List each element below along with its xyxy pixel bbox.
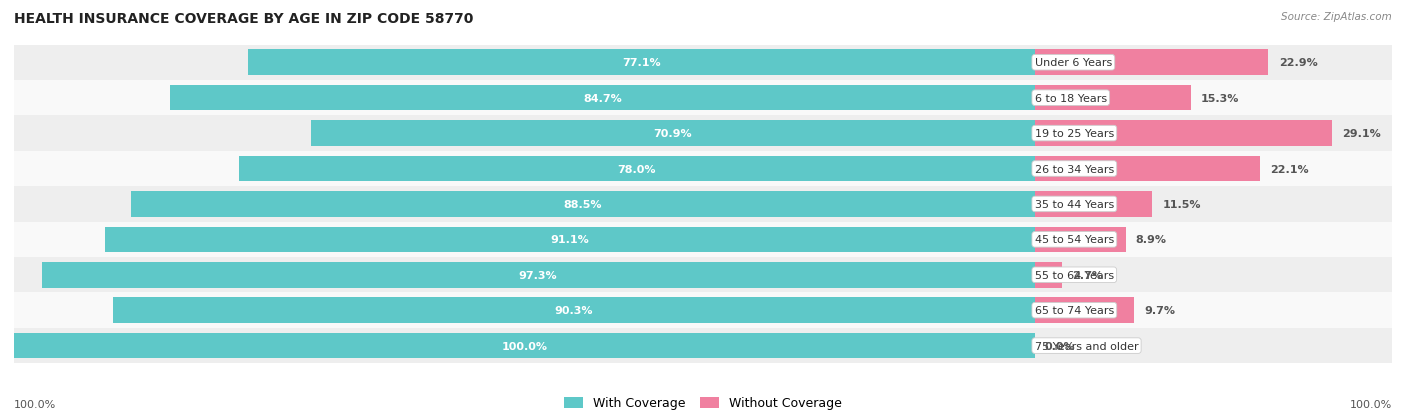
Bar	[1035, 121, 1331, 147]
Bar	[14, 45, 1392, 81]
Bar	[1035, 298, 1133, 323]
Bar	[247, 50, 1035, 76]
Bar	[14, 333, 1035, 358]
Text: 35 to 44 Years: 35 to 44 Years	[1035, 199, 1114, 209]
Text: 6 to 18 Years: 6 to 18 Years	[1035, 93, 1107, 103]
Bar	[14, 187, 1392, 222]
Text: 78.0%: 78.0%	[617, 164, 657, 174]
Bar	[131, 192, 1035, 217]
Text: 100.0%: 100.0%	[14, 399, 56, 409]
Text: HEALTH INSURANCE COVERAGE BY AGE IN ZIP CODE 58770: HEALTH INSURANCE COVERAGE BY AGE IN ZIP …	[14, 12, 474, 26]
Bar	[14, 81, 1392, 116]
Text: 19 to 25 Years: 19 to 25 Years	[1035, 129, 1114, 139]
Text: 100.0%: 100.0%	[502, 341, 547, 351]
Bar	[14, 222, 1392, 257]
Text: 70.9%: 70.9%	[654, 129, 692, 139]
Text: 88.5%: 88.5%	[564, 199, 602, 209]
Bar	[1035, 50, 1268, 76]
Text: 2.7%: 2.7%	[1073, 270, 1104, 280]
Text: 22.9%: 22.9%	[1278, 58, 1317, 68]
Bar	[14, 116, 1392, 152]
Bar	[1035, 192, 1152, 217]
Text: 11.5%: 11.5%	[1163, 199, 1201, 209]
Text: 100.0%: 100.0%	[1350, 399, 1392, 409]
Bar	[311, 121, 1035, 147]
Text: 65 to 74 Years: 65 to 74 Years	[1035, 306, 1114, 316]
Text: 84.7%: 84.7%	[583, 93, 621, 103]
Text: Under 6 Years: Under 6 Years	[1035, 58, 1112, 68]
Text: 91.1%: 91.1%	[550, 235, 589, 245]
Text: 15.3%: 15.3%	[1201, 93, 1240, 103]
Bar	[14, 293, 1392, 328]
Bar	[1035, 86, 1191, 111]
Bar	[14, 257, 1392, 293]
Bar	[170, 86, 1035, 111]
Bar	[1035, 262, 1063, 288]
Legend: With Coverage, Without Coverage: With Coverage, Without Coverage	[560, 392, 846, 413]
Text: 45 to 54 Years: 45 to 54 Years	[1035, 235, 1114, 245]
Bar	[14, 328, 1392, 363]
Text: 90.3%: 90.3%	[554, 306, 593, 316]
Text: 22.1%: 22.1%	[1271, 164, 1309, 174]
Text: 55 to 64 Years: 55 to 64 Years	[1035, 270, 1114, 280]
Text: 26 to 34 Years: 26 to 34 Years	[1035, 164, 1114, 174]
Text: 97.3%: 97.3%	[519, 270, 557, 280]
Text: 0.0%: 0.0%	[1045, 341, 1076, 351]
Bar	[1035, 157, 1260, 182]
Bar	[239, 157, 1035, 182]
Text: 9.7%: 9.7%	[1144, 306, 1175, 316]
Text: Source: ZipAtlas.com: Source: ZipAtlas.com	[1281, 12, 1392, 22]
Bar	[14, 152, 1392, 187]
Bar	[42, 262, 1035, 288]
Text: 77.1%: 77.1%	[621, 58, 661, 68]
Bar	[105, 227, 1035, 252]
Bar	[112, 298, 1035, 323]
Text: 8.9%: 8.9%	[1136, 235, 1167, 245]
Bar	[1035, 227, 1126, 252]
Text: 29.1%: 29.1%	[1341, 129, 1381, 139]
Text: 75 Years and older: 75 Years and older	[1035, 341, 1139, 351]
